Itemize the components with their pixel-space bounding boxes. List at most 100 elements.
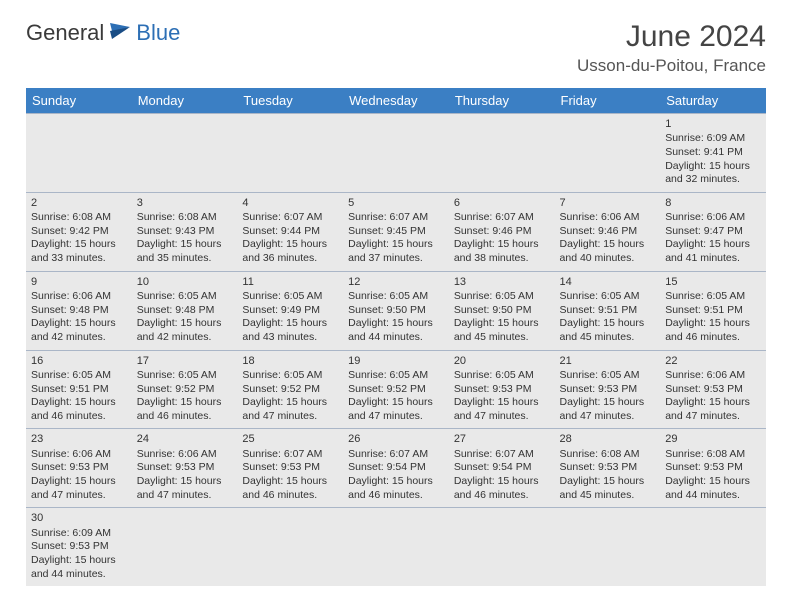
sunset-text: Sunset: 9:46 PM — [560, 225, 656, 239]
calendar-cell: 24Sunrise: 6:06 AMSunset: 9:53 PMDayligh… — [132, 429, 238, 508]
day-number: 18 — [242, 354, 338, 368]
daylight-text: Daylight: 15 hours and 36 minutes. — [242, 238, 338, 265]
sunset-text: Sunset: 9:51 PM — [31, 383, 127, 397]
calendar-cell — [237, 508, 343, 586]
sunrise-text: Sunrise: 6:07 AM — [348, 211, 444, 225]
day-number: 27 — [454, 432, 550, 446]
sunrise-text: Sunrise: 6:08 AM — [560, 448, 656, 462]
daylight-text: Daylight: 15 hours and 43 minutes. — [242, 317, 338, 344]
day-number: 30 — [31, 511, 127, 525]
sunset-text: Sunset: 9:53 PM — [31, 540, 127, 554]
calendar-cell: 10Sunrise: 6:05 AMSunset: 9:48 PMDayligh… — [132, 271, 238, 350]
sunset-text: Sunset: 9:50 PM — [454, 304, 550, 318]
sunrise-text: Sunrise: 6:09 AM — [665, 132, 761, 146]
daylight-text: Daylight: 15 hours and 35 minutes. — [137, 238, 233, 265]
day-number: 17 — [137, 354, 233, 368]
calendar: Sunday Monday Tuesday Wednesday Thursday… — [26, 88, 766, 586]
day-number: 15 — [665, 275, 761, 289]
calendar-cell — [237, 114, 343, 193]
sunset-text: Sunset: 9:43 PM — [137, 225, 233, 239]
sunset-text: Sunset: 9:52 PM — [137, 383, 233, 397]
daylight-text: Daylight: 15 hours and 47 minutes. — [348, 396, 444, 423]
sunrise-text: Sunrise: 6:06 AM — [31, 448, 127, 462]
calendar-week: 2Sunrise: 6:08 AMSunset: 9:42 PMDaylight… — [26, 192, 766, 271]
location: Usson-du-Poitou, France — [577, 56, 766, 76]
sunset-text: Sunset: 9:53 PM — [665, 461, 761, 475]
calendar-cell: 14Sunrise: 6:05 AMSunset: 9:51 PMDayligh… — [555, 271, 661, 350]
sunrise-text: Sunrise: 6:05 AM — [242, 290, 338, 304]
sunset-text: Sunset: 9:47 PM — [665, 225, 761, 239]
calendar-cell — [132, 508, 238, 586]
day-number: 12 — [348, 275, 444, 289]
daylight-text: Daylight: 15 hours and 46 minutes. — [137, 396, 233, 423]
sunrise-text: Sunrise: 6:06 AM — [137, 448, 233, 462]
sunset-text: Sunset: 9:50 PM — [348, 304, 444, 318]
calendar-cell: 25Sunrise: 6:07 AMSunset: 9:53 PMDayligh… — [237, 429, 343, 508]
day-number: 21 — [560, 354, 656, 368]
daylight-text: Daylight: 15 hours and 41 minutes. — [665, 238, 761, 265]
daylight-text: Daylight: 15 hours and 44 minutes. — [665, 475, 761, 502]
calendar-cell — [449, 508, 555, 586]
calendar-cell: 27Sunrise: 6:07 AMSunset: 9:54 PMDayligh… — [449, 429, 555, 508]
day-header: Saturday — [660, 88, 766, 114]
sunset-text: Sunset: 9:53 PM — [242, 461, 338, 475]
daylight-text: Daylight: 15 hours and 38 minutes. — [454, 238, 550, 265]
day-number: 9 — [31, 275, 127, 289]
day-number: 29 — [665, 432, 761, 446]
day-number: 6 — [454, 196, 550, 210]
sunset-text: Sunset: 9:46 PM — [454, 225, 550, 239]
calendar-cell: 21Sunrise: 6:05 AMSunset: 9:53 PMDayligh… — [555, 350, 661, 429]
daylight-text: Daylight: 15 hours and 32 minutes. — [665, 160, 761, 187]
sunset-text: Sunset: 9:53 PM — [560, 383, 656, 397]
sunset-text: Sunset: 9:52 PM — [242, 383, 338, 397]
day-number: 2 — [31, 196, 127, 210]
daylight-text: Daylight: 15 hours and 44 minutes. — [348, 317, 444, 344]
day-number: 14 — [560, 275, 656, 289]
page-title: June 2024 — [577, 20, 766, 54]
calendar-cell — [26, 114, 132, 193]
daylight-text: Daylight: 15 hours and 44 minutes. — [31, 554, 127, 581]
calendar-cell: 22Sunrise: 6:06 AMSunset: 9:53 PMDayligh… — [660, 350, 766, 429]
sunrise-text: Sunrise: 6:07 AM — [242, 211, 338, 225]
calendar-cell: 29 Sunrise: 6:08 AMSunset: 9:53 PMDayligh… — [660, 429, 766, 508]
day-header-row: Sunday Monday Tuesday Wednesday Thursday… — [26, 88, 766, 114]
day-header: Thursday — [449, 88, 555, 114]
day-number: 7 — [560, 196, 656, 210]
daylight-text: Daylight: 15 hours and 45 minutes. — [560, 475, 656, 502]
calendar-cell: 1Sunrise: 6:09 AMSunset: 9:41 PMDaylight… — [660, 114, 766, 193]
calendar-cell: 20Sunrise: 6:05 AMSunset: 9:53 PMDayligh… — [449, 350, 555, 429]
sunset-text: Sunset: 9:51 PM — [560, 304, 656, 318]
flag-icon — [108, 21, 134, 46]
daylight-text: Daylight: 15 hours and 47 minutes. — [137, 475, 233, 502]
calendar-cell: 4Sunrise: 6:07 AMSunset: 9:44 PMDaylight… — [237, 192, 343, 271]
logo-text-general: General — [26, 20, 104, 46]
daylight-text: Daylight: 15 hours and 46 minutes. — [31, 396, 127, 423]
sunrise-text: Sunrise: 6:05 AM — [348, 290, 444, 304]
calendar-cell: 6Sunrise: 6:07 AMSunset: 9:46 PMDaylight… — [449, 192, 555, 271]
day-number: 10 — [137, 275, 233, 289]
sunrise-text: Sunrise: 6:05 AM — [137, 369, 233, 383]
calendar-week: 9Sunrise: 6:06 AMSunset: 9:48 PMDaylight… — [26, 271, 766, 350]
day-number: 22 — [665, 354, 761, 368]
day-number: 3 — [137, 196, 233, 210]
sunset-text: Sunset: 9:53 PM — [31, 461, 127, 475]
sunset-text: Sunset: 9:54 PM — [348, 461, 444, 475]
sunset-text: Sunset: 9:48 PM — [31, 304, 127, 318]
sunrise-text: Sunrise: 6:08 AM — [665, 448, 761, 462]
calendar-week: 16Sunrise: 6:05 AMSunset: 9:51 PMDayligh… — [26, 350, 766, 429]
sunrise-text: Sunrise: 6:05 AM — [560, 369, 656, 383]
daylight-text: Daylight: 15 hours and 46 minutes. — [665, 317, 761, 344]
calendar-cell: 7Sunrise: 6:06 AMSunset: 9:46 PMDaylight… — [555, 192, 661, 271]
sunset-text: Sunset: 9:53 PM — [454, 383, 550, 397]
daylight-text: Daylight: 15 hours and 47 minutes. — [242, 396, 338, 423]
calendar-cell — [132, 114, 238, 193]
sunset-text: Sunset: 9:41 PM — [665, 146, 761, 160]
sunrise-text: Sunrise: 6:07 AM — [348, 448, 444, 462]
header: General Blue June 2024 Usson-du-Poitou, … — [26, 20, 766, 76]
calendar-cell: 17Sunrise: 6:05 AMSunset: 9:52 PMDayligh… — [132, 350, 238, 429]
calendar-cell — [449, 114, 555, 193]
calendar-cell: 13Sunrise: 6:05 AMSunset: 9:50 PMDayligh… — [449, 271, 555, 350]
sunrise-text: Sunrise: 6:07 AM — [454, 448, 550, 462]
sunset-text: Sunset: 9:53 PM — [560, 461, 656, 475]
sunrise-text: Sunrise: 6:05 AM — [454, 369, 550, 383]
